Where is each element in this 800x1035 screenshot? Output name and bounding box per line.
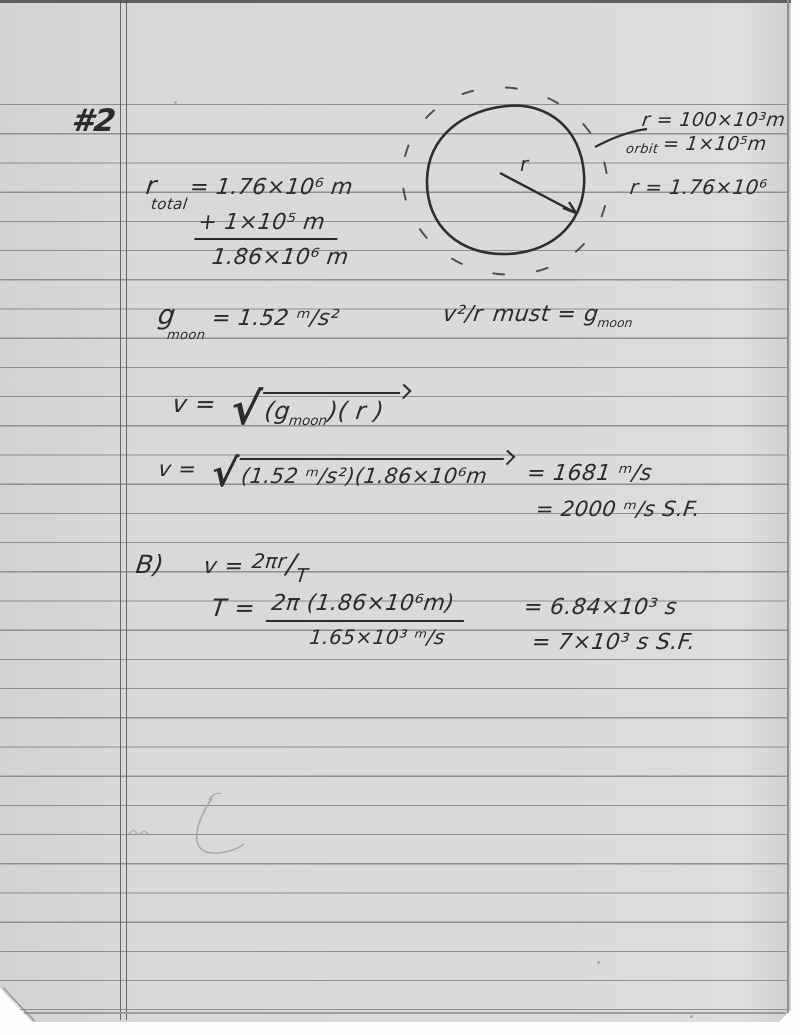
period-rounded-result: = 7×10³ s S.F. xyxy=(530,630,698,655)
label-leader-line xyxy=(594,127,648,148)
g-value: = 1.52 ᵐ/s² xyxy=(210,306,341,331)
radicand-subscript: moon xyxy=(287,414,328,430)
radicand: (gmoon)( r ) xyxy=(259,392,401,429)
velocity-lhs: v = xyxy=(157,457,198,481)
orbit-radius-annotation: r = 100×10³m xyxy=(640,109,787,131)
orbit-subscript: orbit xyxy=(625,142,660,157)
scan-speck xyxy=(690,1015,693,1018)
velocity-formula: v = √ (gmoon)( r ) xyxy=(170,384,401,435)
paper-top-edge xyxy=(0,0,791,3)
bottom-right-corner xyxy=(777,1008,793,1024)
velocity-rounded-result: = 2000 ᵐ/s S.F. xyxy=(534,497,702,521)
velocity-lhs: v = xyxy=(171,390,218,418)
moon-circle xyxy=(425,104,586,256)
condition-g-subscript: moon xyxy=(596,315,634,330)
velocity-substitution: v = √ (1.52 ᵐ/s²)(1.86×10⁶m xyxy=(156,451,504,495)
radius-arrow-label: r xyxy=(520,152,530,176)
ruled-lines xyxy=(0,104,789,1010)
scan-speck xyxy=(597,961,600,964)
moon-orbit-diagram: r xyxy=(401,86,648,276)
r-total-subscript: total xyxy=(150,195,189,213)
orbit-radius-value: = 1×10⁵m xyxy=(661,133,768,155)
r-orbit-addend: + 1×10⁵ m xyxy=(194,210,341,241)
period-result: = 6.84×10³ s xyxy=(522,595,679,620)
g-symbol: g xyxy=(156,300,178,331)
formula-lhs: v = xyxy=(202,554,246,579)
condition-expression: v²/r xyxy=(441,302,485,327)
margin-double-line xyxy=(120,0,127,1020)
radical-sign: √ xyxy=(228,384,265,435)
formula-numerator: 2πr xyxy=(250,549,288,573)
period-lhs: T = xyxy=(209,594,257,622)
radicand: (1.52 ᵐ/s²)(1.86×10⁶m xyxy=(236,458,504,488)
radical-sign: √ xyxy=(209,451,241,495)
condition-text: must = xyxy=(491,302,578,327)
radicand-close: )( r ) xyxy=(326,397,386,425)
paper-bottom-edge xyxy=(24,1012,786,1014)
velocity-result: = 1681 ᵐ/s xyxy=(525,461,654,486)
paper-right-edge xyxy=(787,0,789,1016)
radius-arrow xyxy=(499,171,578,215)
period-equation: T = 2π (1.86×10⁶m) 1.65×10³ ᵐ/s xyxy=(207,591,468,650)
orbit-dashes xyxy=(401,86,609,276)
period-numerator: 2π (1.86×10⁶m) xyxy=(265,591,468,623)
moon-radius-annotation: r = 1.76×10⁶ xyxy=(628,175,769,199)
folded-corner xyxy=(0,988,34,1024)
orbit-condition: v²/r must = gmoon xyxy=(441,302,635,330)
period-velocity-formula: v = 2πr/T xyxy=(202,549,311,587)
pencil-smudge xyxy=(196,792,245,854)
r-sum-result: 1.86×10⁶ m xyxy=(210,245,351,270)
part-b-label: B) xyxy=(134,550,166,579)
pencil-scribble xyxy=(127,829,150,836)
scan-speck xyxy=(174,101,177,104)
period-fraction: 2π (1.86×10⁶m) 1.65×10³ ᵐ/s xyxy=(262,591,468,650)
r-total-value: = 1.76×10⁶ m xyxy=(188,175,355,200)
g-subscript: moon xyxy=(166,328,207,343)
period-denominator: 1.65×10³ ᵐ/s xyxy=(308,625,447,650)
problem-number: #2 xyxy=(69,103,119,139)
